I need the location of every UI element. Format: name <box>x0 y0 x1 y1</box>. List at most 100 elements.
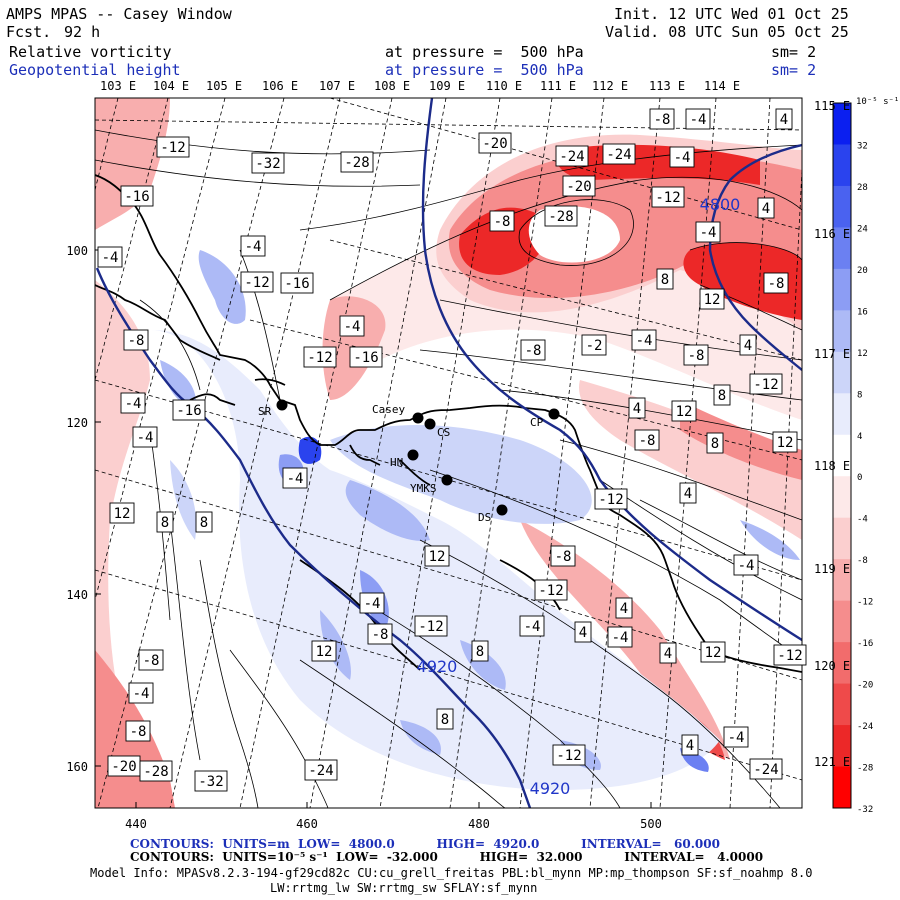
vorticity-label-box <box>772 431 798 453</box>
vorticity-label: -8 <box>639 433 656 449</box>
vorticity-label-box <box>544 205 578 227</box>
forecast-label: Fcst. <box>6 23 52 41</box>
vorticity-label: -12 <box>753 377 778 393</box>
vorticity-label-box <box>574 621 592 643</box>
vorticity-label: 12 <box>114 506 131 522</box>
vorticity-label-box <box>739 334 757 356</box>
lon-label: 114 E <box>704 79 740 93</box>
vorticity-label-box <box>628 397 646 419</box>
vorticity-label-box <box>749 758 783 780</box>
colorbar-swatch <box>833 227 851 270</box>
vorticity-label-box <box>602 143 636 165</box>
vorticity-label: -4 <box>738 558 755 574</box>
lon-label: 106 E <box>262 79 298 93</box>
vorticity-label: -24 <box>308 763 333 779</box>
colorbar-swatch <box>833 725 851 768</box>
vorticity-label-box <box>128 682 154 704</box>
colorbar-label: -16 <box>857 639 873 649</box>
vorticity-label: -4 <box>364 596 381 612</box>
model-info-physics: LW:rrtmg_lw SW:rrtmg_sw SFLAY:sf_mynn <box>270 881 538 895</box>
vorticity-label: -4 <box>674 150 691 166</box>
vorticity-label-box <box>156 136 190 158</box>
vorticity-label-box <box>706 432 724 454</box>
vorticity-label: 4 <box>684 486 692 502</box>
height-label: 4920 <box>417 657 458 676</box>
vorticity-label-box <box>749 373 783 395</box>
vorticity-label: -12 <box>598 492 623 508</box>
y-tick-label: 100 <box>66 244 88 258</box>
colorbar-swatch <box>833 434 851 477</box>
vorticity-label: -12 <box>538 583 563 599</box>
vorticity-label: -28 <box>548 209 573 225</box>
vorticity-labels: -8 -4 4-12 -20-28-32 -24 -24 -4-16-20-8 -28-124… <box>97 108 807 792</box>
vorticity-label-box <box>651 186 685 208</box>
colorbar-label: 24 <box>857 224 868 234</box>
lon-label: 109 E <box>429 79 465 93</box>
lon-label: 111 E <box>540 79 576 93</box>
field1-level: at pressure = 500 hPa <box>385 43 584 61</box>
vorticity-label-box <box>552 744 586 766</box>
vorticity-label: 8 <box>718 388 726 404</box>
vorticity-label-box <box>659 642 677 664</box>
vorticity-label-box <box>280 272 314 294</box>
vorticity-label: 4 <box>633 401 641 417</box>
colorbar-swatch <box>833 559 851 602</box>
right-edge-label: 116 E <box>814 227 850 241</box>
field1-name: Relative vorticity <box>9 43 172 61</box>
forecast-hour: 92 h <box>64 23 101 41</box>
vorticity-label: -8 <box>130 724 147 740</box>
vorticity-label: -16 <box>124 189 149 205</box>
vorticity-label: -16 <box>353 350 378 366</box>
colorbar-swatch <box>833 600 851 643</box>
vorticity-label-box <box>520 339 546 361</box>
station-label: CP <box>530 416 544 429</box>
x-tick-label: 480 <box>468 817 490 831</box>
vorticity-label: -12 <box>160 140 185 156</box>
init-time: Init. 12 UTC Wed 01 Oct 25 <box>614 5 849 23</box>
vorticity-label-box <box>132 426 158 448</box>
vorticity-contour-info: CONTOURS: UNITS=10⁻⁵ s⁻¹ LOW= -32.000 HI… <box>130 850 764 864</box>
colorbar-label: 8 <box>857 390 862 400</box>
vorticity-label: -8 <box>525 343 542 359</box>
vorticity-label-box <box>723 726 749 748</box>
vorticity-label: -8 <box>372 627 389 643</box>
colorbar-label: 32 <box>857 141 868 151</box>
vorticity-label: 8 <box>476 644 484 660</box>
vorticity-label: -32 <box>255 156 280 172</box>
vorticity-label-box <box>763 272 789 294</box>
vorticity-label: -24 <box>559 149 584 165</box>
vorticity-label-box <box>125 720 151 742</box>
colorbar: 10⁻⁵ s⁻¹ 32 28 24 20 16 12 8 4 0 -4 -8 -12 -16 -20 -24 -… <box>832 97 899 815</box>
station-marker <box>496 504 508 516</box>
right-edge-label: 115 E <box>814 99 850 113</box>
colorbar-label: -24 <box>857 722 873 732</box>
vorticity-label-box <box>304 759 338 781</box>
vorticity-label-box <box>594 488 628 510</box>
height-labels: 4800 4920 4920 <box>417 195 741 798</box>
vorticity-label: 8 <box>661 272 669 288</box>
vorticity-label: -8 <box>128 333 145 349</box>
vorticity-label-box <box>349 346 383 368</box>
colorbar-swatch <box>833 351 851 394</box>
vorticity-label: -4 <box>245 239 262 255</box>
right-edge-labels: 115 E 116 E 117 E 118 E 119 E 120 E 121 E <box>814 99 850 769</box>
vorticity-label: -4 <box>137 430 154 446</box>
vorticity-label-box <box>367 623 393 645</box>
vorticity-label-box <box>489 210 515 232</box>
vorticity-label: -20 <box>482 136 507 152</box>
vorticity-label: 4 <box>579 625 587 641</box>
vorticity-label: 12 <box>705 645 722 661</box>
station-label: SR <box>258 405 272 418</box>
x-tick-label: 460 <box>296 817 318 831</box>
vorticity-label: -8 <box>768 276 785 292</box>
vorticity-label-box <box>550 545 576 567</box>
colorbar-label: 0 <box>857 473 862 483</box>
vorticity-label: -8 <box>688 348 705 364</box>
vorticity-label-box <box>669 146 695 168</box>
vorticity-label: 8 <box>711 436 719 452</box>
lon-label: 104 E <box>153 79 189 93</box>
vorticity-label-box <box>534 579 568 601</box>
x-tick-label: 440 <box>125 817 147 831</box>
colorbar-label: 4 <box>857 432 862 442</box>
